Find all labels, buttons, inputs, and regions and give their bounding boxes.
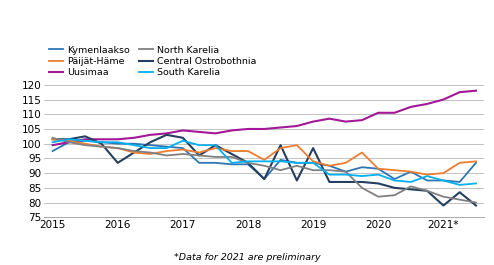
Legend: Kymenlaakso, Päijät-Häme, Uusimaa, North Karelia, Central Ostrobothnia, South Ka: Kymenlaakso, Päijät-Häme, Uusimaa, North… <box>49 46 257 77</box>
Text: *Data for 2021 are preliminary: *Data for 2021 are preliminary <box>174 253 320 262</box>
